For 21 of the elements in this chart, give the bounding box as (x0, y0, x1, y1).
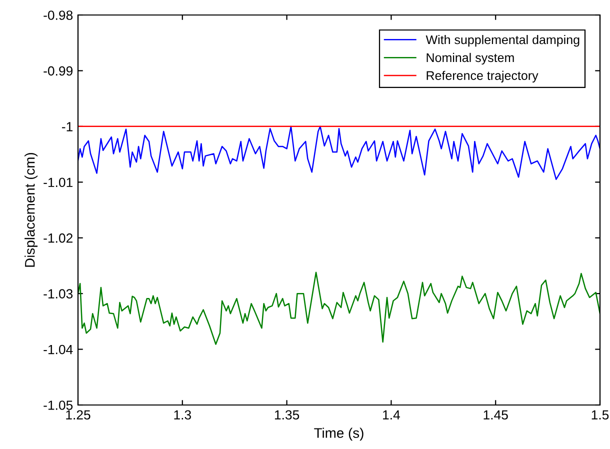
y-tick-label: -1.05 (44, 400, 73, 410)
y-axis-title: Displacement (cm) (24, 152, 38, 267)
x-axis-title: Time (s) (314, 428, 364, 441)
y-tick-label: -1.03 (44, 289, 73, 298)
line-series (78, 126, 600, 180)
legend-label: With supplemental damping (426, 35, 580, 47)
x-tick-label: 1.35 (274, 410, 300, 420)
y-tick-label: -0.98 (44, 10, 73, 20)
legend-label: Reference trajectory (426, 70, 538, 82)
x-tick-label: 1.5 (592, 410, 609, 420)
y-tick-label: -1.04 (44, 344, 73, 354)
x-tick-label: 1.3 (174, 410, 191, 420)
x-tick-label: 1.45 (484, 410, 508, 420)
y-tick-label: -1.02 (44, 233, 72, 243)
x-tick-label: 1.4 (383, 410, 400, 420)
y-tick-label: -1 (62, 122, 72, 132)
legend-label: Nominal system (426, 52, 514, 65)
y-tick-label: -1.01 (44, 178, 72, 188)
x-tick-label: 1.25 (66, 410, 90, 420)
line-series (78, 272, 600, 345)
y-tick-label: -0.99 (44, 66, 73, 76)
